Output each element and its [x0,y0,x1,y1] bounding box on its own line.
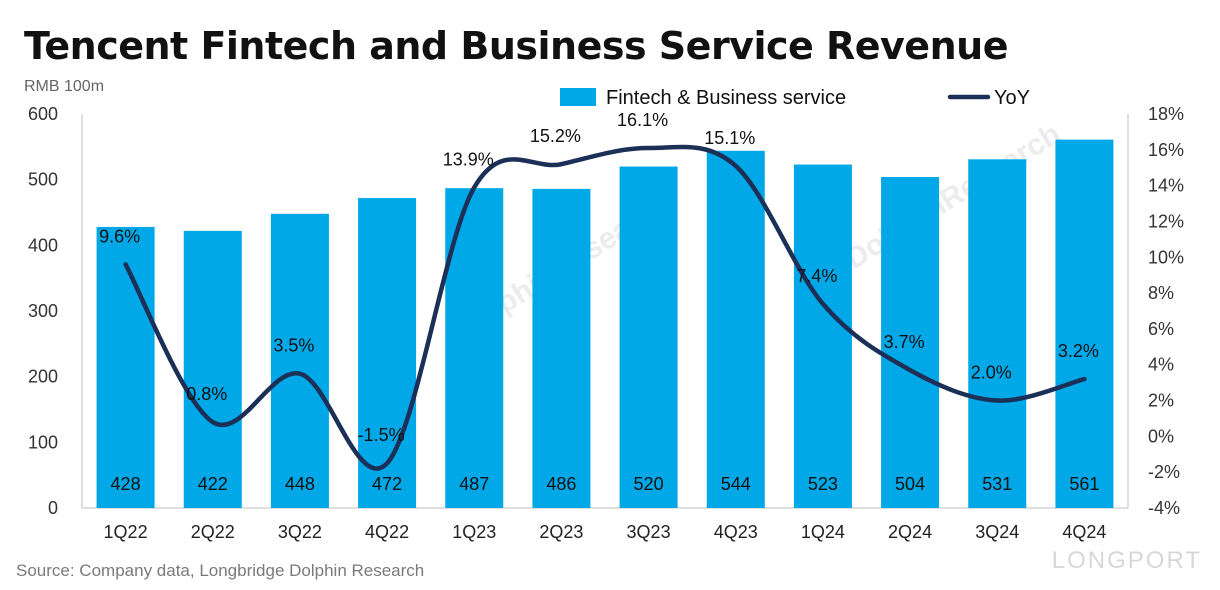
yoy-value-label: 0.8% [186,384,227,404]
yoy-value-label: 15.2% [530,126,581,146]
x-axis-tick-label: 4Q22 [365,522,409,542]
x-axis-tick-label: 1Q24 [801,522,845,542]
yoy-value-label: 2.0% [971,363,1012,383]
yoy-value-label: 15.1% [704,128,755,148]
right-axis-tick-label: 16% [1148,140,1184,160]
bar-value-label: 486 [546,474,576,494]
yoy-value-label: 7.4% [796,266,837,286]
yoy-value-label: -1.5% [358,425,405,445]
bar [706,150,765,509]
left-axis-tick-label: 400 [28,235,58,255]
legend-label-line: YoY [994,87,1030,109]
right-axis-tick-label: 4% [1148,355,1174,375]
right-axis-tick-label: -2% [1148,462,1180,482]
bar [96,226,155,509]
bar-value-label: 448 [285,474,315,494]
yoy-value-label: 16.1% [617,110,668,130]
bar [793,164,852,508]
bar-value-label: 561 [1069,474,1099,494]
left-axis-tick-label: 600 [28,104,58,124]
right-axis-tick-label: 6% [1148,319,1174,339]
yoy-line [123,144,1087,471]
bar [358,198,417,508]
chart-title: Tencent Fintech and Business Service Rev… [24,24,1008,68]
yoy-value-label: 3.2% [1058,341,1099,361]
x-axis-tick-label: 2Q22 [191,522,235,542]
x-axis-tick-label: 3Q23 [627,522,671,542]
bar [532,188,591,509]
yoy-value-label: 3.5% [273,336,314,356]
yoy-value-label: 13.9% [443,149,494,169]
unit-label: RMB 100m [24,78,105,95]
bar-value-label: 544 [721,474,751,494]
bar-value-label: 523 [808,474,838,494]
left-axis-tick-label: 200 [28,367,58,387]
x-axis-tick-label: 3Q24 [975,522,1019,542]
right-axis-tick-label: 10% [1148,247,1184,267]
bar [619,166,678,509]
x-axis-tick-label: 1Q23 [452,522,496,542]
brand-watermark: LONGPORT [1051,547,1202,574]
bar-value-label: 531 [982,474,1012,494]
x-axis-tick-label: 2Q24 [888,522,932,542]
x-axis-tick-label: 1Q22 [104,522,148,542]
x-axis-tick-label: 4Q24 [1062,522,1106,542]
right-axis-tick-label: -4% [1148,498,1180,518]
source-note: Source: Company data, Longbridge Dolphin… [16,561,425,580]
bar [270,213,329,508]
left-axis-tick-label: 500 [28,170,58,190]
bar-value-label: 520 [634,474,664,494]
left-axis-tick-label: 100 [28,432,58,452]
x-axis-tick-label: 3Q22 [278,522,322,542]
yoy-value-label: 9.6% [99,226,140,246]
bar-value-label: 422 [198,474,228,494]
yoy-value-label: 3.7% [884,332,925,352]
legend-label-bars: Fintech & Business service [606,87,846,109]
bar-value-label: 428 [111,474,141,494]
legend-swatch-bars [560,88,596,106]
left-axis-tick-label: 0 [48,498,58,518]
bar [183,230,242,509]
bar-value-label: 472 [372,474,402,494]
right-axis-tick-label: 0% [1148,426,1174,446]
bar [1055,139,1114,509]
bar-value-label: 487 [459,474,489,494]
right-axis-tick-label: 12% [1148,211,1184,231]
right-axis-tick-label: 2% [1148,391,1174,411]
left-axis-tick-label: 300 [28,301,58,321]
x-axis-tick-label: 2Q23 [539,522,583,542]
right-axis-tick-label: 14% [1148,176,1184,196]
right-axis-tick-label: 8% [1148,283,1174,303]
bar [968,159,1027,508]
x-axis-tick-label: 4Q23 [714,522,758,542]
bar-value-label: 504 [895,474,925,494]
right-axis-tick-label: 18% [1148,104,1184,124]
bar [881,177,940,509]
